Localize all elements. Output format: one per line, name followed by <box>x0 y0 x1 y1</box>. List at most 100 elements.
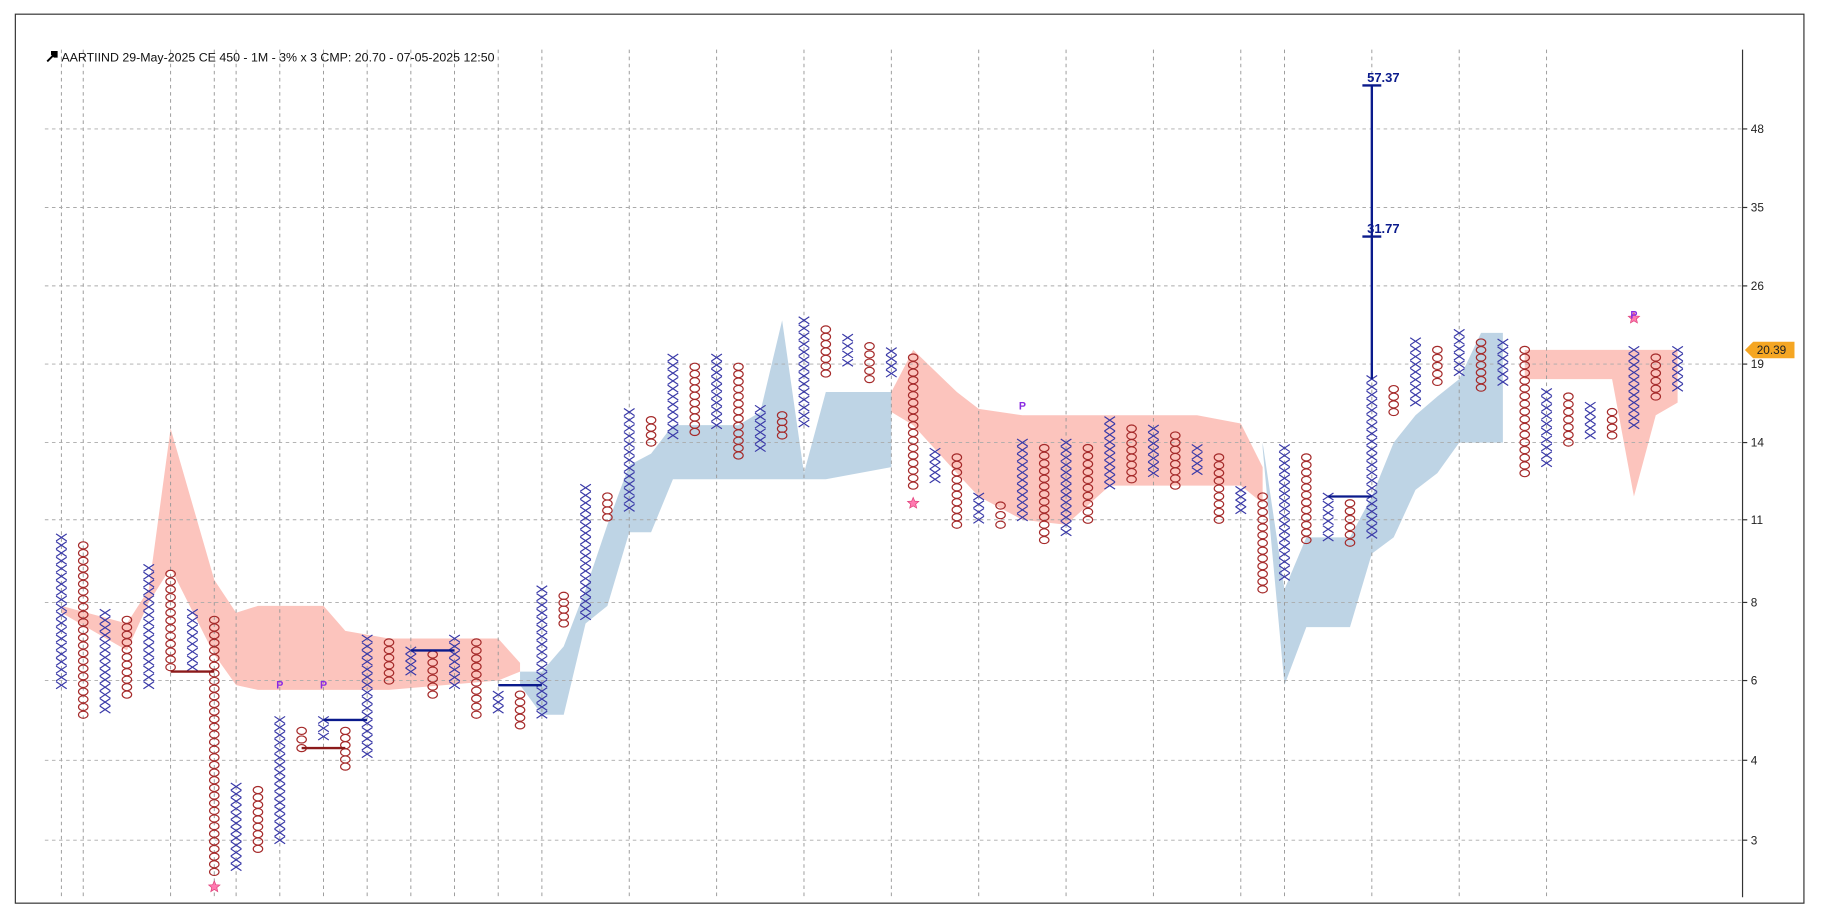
x-box <box>99 660 111 669</box>
x-box <box>55 580 68 589</box>
x-box <box>579 604 592 613</box>
x-box <box>710 368 723 377</box>
cloud <box>891 349 1263 525</box>
o-box <box>77 687 89 696</box>
x-box <box>667 431 679 440</box>
x-box <box>55 673 68 682</box>
x-box <box>1016 460 1029 470</box>
x-box <box>274 798 286 807</box>
o-box <box>602 499 613 508</box>
o-box <box>514 721 526 730</box>
o-box <box>1606 407 1618 417</box>
o-box <box>1301 483 1312 492</box>
columns <box>55 316 1684 877</box>
price-tag <box>1744 341 1795 359</box>
x-column <box>274 715 286 845</box>
x-box <box>579 612 592 621</box>
x-box <box>1016 438 1029 447</box>
o-box <box>733 399 744 408</box>
o-box <box>558 591 570 600</box>
x-box <box>1366 460 1378 469</box>
x-box <box>55 587 68 596</box>
x-box <box>1453 368 1465 377</box>
o-box <box>1519 345 1531 355</box>
o-box <box>1257 523 1268 532</box>
x-box <box>667 400 679 409</box>
x-box <box>55 634 68 643</box>
x-box <box>1147 431 1160 441</box>
x-box <box>579 544 592 553</box>
x-box <box>579 566 592 575</box>
o-box <box>1519 353 1531 362</box>
o-box <box>689 391 701 400</box>
o-box <box>471 710 482 719</box>
x-box <box>1278 451 1291 460</box>
x-box <box>55 556 68 565</box>
x-box <box>885 362 897 371</box>
x-box <box>1060 475 1072 484</box>
o-box <box>340 755 351 764</box>
x-box <box>1497 362 1509 371</box>
o-box <box>471 654 482 663</box>
x-box <box>186 647 199 656</box>
o-box <box>77 656 89 665</box>
o-column <box>776 411 788 440</box>
o-box <box>1257 554 1268 563</box>
x-column <box>230 782 242 872</box>
o-column <box>1606 407 1618 440</box>
x-box <box>143 681 155 690</box>
o-box <box>951 498 963 507</box>
x-box <box>1278 443 1291 453</box>
o-box <box>1650 353 1662 362</box>
x-box <box>710 406 723 415</box>
x-column <box>1409 337 1422 407</box>
x-box <box>754 420 766 429</box>
o-box <box>1519 422 1531 432</box>
x-box <box>1322 517 1334 526</box>
o-box <box>776 431 788 440</box>
x-box <box>1409 352 1422 361</box>
x-box <box>1235 499 1247 508</box>
o-box <box>1388 407 1399 417</box>
star-marker <box>207 879 221 893</box>
x-box <box>623 408 635 417</box>
x-box <box>1409 360 1422 369</box>
x-box <box>143 602 155 611</box>
x-box <box>1366 484 1378 493</box>
o-box <box>1519 391 1531 401</box>
o-box <box>165 624 176 633</box>
x-box <box>1671 368 1684 377</box>
x-box <box>55 564 68 573</box>
o-box <box>1388 384 1399 394</box>
x-box <box>186 639 199 648</box>
x-box <box>1366 375 1378 384</box>
x-box <box>1628 353 1640 362</box>
x-box <box>536 647 548 657</box>
o-box <box>77 556 89 565</box>
o-column <box>77 541 89 719</box>
o-box <box>820 354 832 363</box>
x-box <box>1671 383 1684 392</box>
o-box <box>1213 492 1225 501</box>
o-box <box>77 548 89 558</box>
o-box <box>1301 520 1312 530</box>
o-box <box>733 384 744 394</box>
o-box <box>1388 400 1399 409</box>
x-box <box>798 411 810 420</box>
x-box <box>536 694 548 704</box>
x-box <box>1366 406 1378 415</box>
x-box <box>1278 489 1291 498</box>
o-box <box>1650 392 1662 401</box>
o-box <box>1563 415 1574 424</box>
o-box <box>1432 369 1443 379</box>
o-box <box>1082 507 1094 516</box>
o-box <box>1432 353 1443 363</box>
x-box <box>1540 427 1553 436</box>
x-box <box>492 698 504 707</box>
o-box <box>1606 415 1618 424</box>
o-box <box>733 414 744 423</box>
x-column <box>1104 416 1116 490</box>
o-box <box>1082 443 1094 453</box>
o-column <box>645 416 657 447</box>
o-column <box>951 453 963 529</box>
